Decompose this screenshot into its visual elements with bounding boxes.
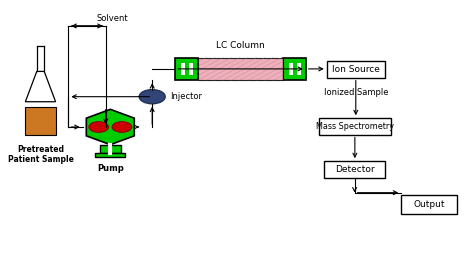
Bar: [26, 107, 55, 135]
Circle shape: [89, 122, 109, 132]
Text: Injector: Injector: [170, 92, 202, 101]
Bar: [289, 63, 293, 75]
Bar: [198, 58, 283, 80]
Bar: [189, 63, 192, 75]
Circle shape: [112, 122, 132, 132]
Text: Ion Source: Ion Source: [332, 65, 380, 74]
Text: Ionized Sample: Ionized Sample: [324, 88, 388, 97]
Bar: [100, 145, 121, 153]
Bar: [297, 63, 301, 75]
Bar: [401, 195, 457, 214]
Text: Pump: Pump: [97, 164, 124, 173]
Bar: [95, 153, 126, 157]
Bar: [181, 63, 185, 75]
Bar: [324, 161, 385, 178]
Bar: [283, 58, 306, 80]
Text: LC Column: LC Column: [216, 41, 265, 50]
Polygon shape: [86, 109, 134, 145]
Bar: [319, 118, 391, 135]
Bar: [175, 58, 198, 80]
Text: Pretreated
Patient Sample: Pretreated Patient Sample: [8, 145, 73, 164]
Text: Solvent: Solvent: [96, 14, 128, 23]
Circle shape: [139, 90, 165, 104]
Bar: [327, 61, 385, 78]
Text: Mass Spectrometry: Mass Spectrometry: [316, 122, 394, 131]
Text: Detector: Detector: [335, 165, 374, 174]
Text: Output: Output: [413, 200, 445, 209]
